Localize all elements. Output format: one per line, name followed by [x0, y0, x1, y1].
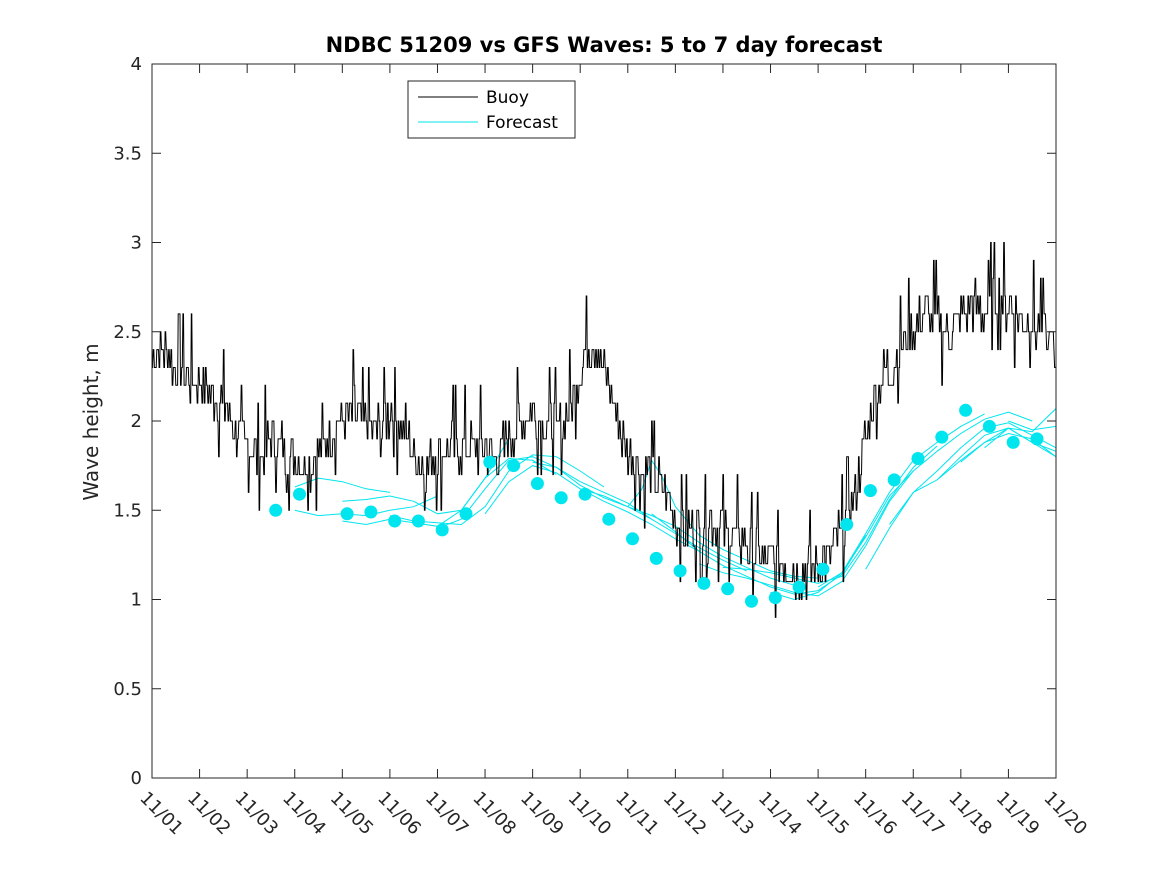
- forecast-run-line: [960, 432, 1056, 463]
- y-tick-label: 3.5: [113, 143, 142, 164]
- forecast-run-line: [817, 411, 1033, 588]
- y-tick-label: 4: [131, 54, 142, 75]
- y-tick-label: 2.5: [113, 322, 142, 343]
- forecast-run-line: [984, 408, 1056, 449]
- forecast-point: [483, 455, 497, 469]
- y-tick-label: 1: [131, 590, 142, 611]
- forecast-point: [792, 580, 806, 594]
- forecast-run-line: [865, 422, 1056, 570]
- y-axis-label: Wave height, m: [79, 343, 103, 500]
- forecast-runs: [294, 408, 1056, 601]
- forecast-run-line: [437, 456, 652, 529]
- forecast-point: [269, 503, 283, 517]
- y-tick-label: 0.5: [113, 679, 142, 700]
- forecast-point: [840, 518, 854, 531]
- forecast-point: [411, 514, 425, 528]
- y-tick-label: 2: [131, 411, 142, 432]
- legend-box: [407, 80, 576, 139]
- forecast-point: [507, 459, 521, 473]
- forecast-point: [364, 505, 378, 519]
- forecast-point: [388, 514, 402, 528]
- forecast-run-line: [484, 465, 700, 552]
- y-tick-label: 0: [131, 768, 142, 789]
- forecast-point: [745, 594, 758, 608]
- legend-buoy-label: Buoy: [486, 88, 529, 108]
- forecast-run-line: [389, 454, 605, 526]
- legend: Buoy Forecast: [407, 80, 576, 139]
- forecast-point: [768, 591, 782, 605]
- y-tick-label: 3: [131, 233, 142, 254]
- forecast-point: [673, 564, 687, 578]
- forecast-point: [959, 403, 973, 417]
- forecast-run-line: [342, 457, 557, 527]
- forecast-run-line: [1008, 420, 1056, 431]
- forecast-point: [721, 582, 735, 596]
- forecast-point: [602, 512, 616, 526]
- y-tick-label: 1.5: [113, 500, 142, 521]
- forecast-point: [626, 532, 639, 546]
- forecast-point: [1030, 432, 1044, 446]
- forecast-point: [935, 430, 949, 444]
- forecast-point: [816, 562, 830, 576]
- buoy-series: [152, 242, 1056, 618]
- forecast-point: [293, 487, 306, 501]
- forecast-point: [649, 551, 663, 565]
- forecast-point: [554, 491, 568, 505]
- legend-forecast-label: Forecast: [486, 113, 558, 133]
- forecast-point: [911, 452, 925, 465]
- buoy-line: [152, 242, 1056, 618]
- forecast-point: [982, 419, 996, 433]
- forecast-point: [340, 507, 354, 521]
- forecast-point: [887, 473, 901, 487]
- forecast-point: [530, 477, 544, 490]
- chart-title: NDBC 51209 vs GFS Waves: 5 to 7 day fore…: [326, 33, 883, 57]
- forecast-run-line: [294, 477, 390, 493]
- forecast-point: [1006, 435, 1020, 449]
- forecast-point: [697, 576, 711, 590]
- forecast-point: [459, 507, 473, 521]
- forecast-point: [578, 487, 592, 501]
- forecast-point: [435, 523, 449, 537]
- forecast-point: [863, 484, 877, 498]
- forecast-markers: [269, 403, 1044, 608]
